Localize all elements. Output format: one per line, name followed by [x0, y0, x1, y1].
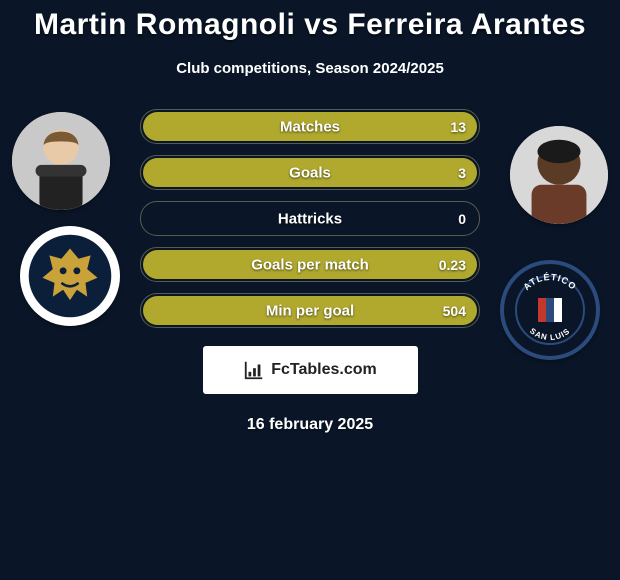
stat-label: Matches [280, 118, 340, 135]
stat-label: Goals per match [251, 256, 369, 273]
stat-value-right: 0 [458, 211, 466, 227]
subtitle: Club competitions, Season 2024/2025 [0, 60, 620, 77]
stat-label: Hattricks [278, 210, 342, 227]
page-title: Martin Romagnoli vs Ferreira Arantes [0, 8, 620, 42]
stat-bars-column: Matches 13 Goals 3 Hattricks 0 Goals per match… [140, 109, 480, 328]
stat-label: Min per goal [266, 302, 354, 319]
stat-value-right: 13 [450, 119, 466, 135]
stat-value-right: 0.23 [439, 257, 466, 273]
stat-bar: Goals per match 0.23 [140, 247, 480, 282]
watermark: FcTables.com [203, 346, 418, 394]
infographic-root: Martin Romagnoli vs Ferreira Arantes Clu… [0, 0, 620, 434]
date-line: 16 february 2025 [0, 416, 620, 434]
watermark-text: FcTables.com [271, 361, 377, 379]
stats-comparison: Matches 13 Goals 3 Hattricks 0 Goals per match… [0, 109, 620, 328]
stat-bar: Matches 13 [140, 109, 480, 144]
stat-label: Goals [289, 164, 331, 181]
stat-bar: Hattricks 0 [140, 201, 480, 236]
stat-value-right: 3 [458, 165, 466, 181]
chart-icon [243, 359, 265, 381]
stat-value-right: 504 [443, 303, 466, 319]
stat-bar: Goals 3 [140, 155, 480, 190]
stat-bar: Min per goal 504 [140, 293, 480, 328]
